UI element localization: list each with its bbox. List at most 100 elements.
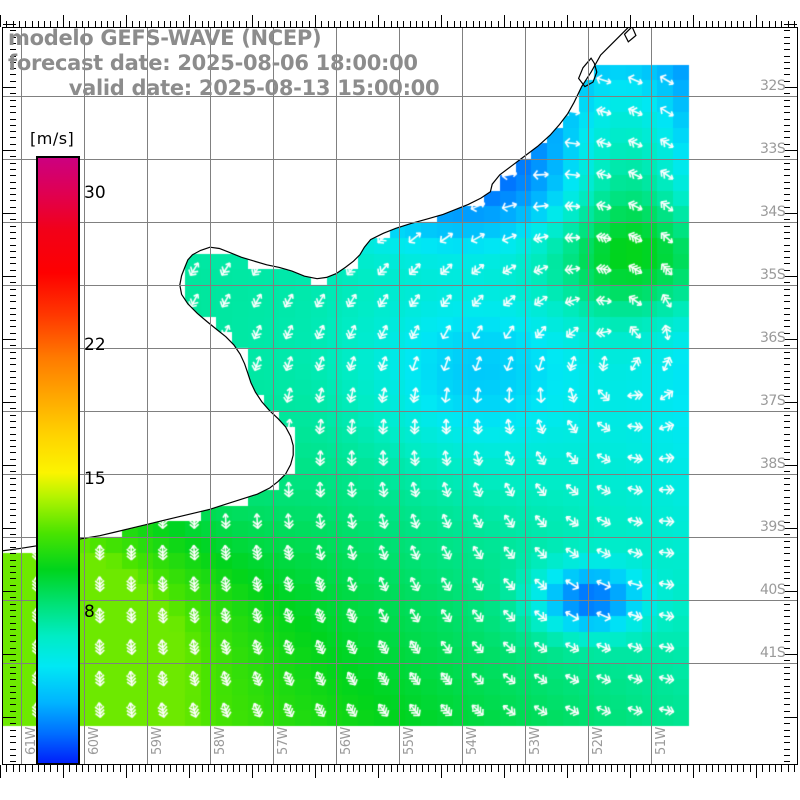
gridline-lon-55W: [399, 28, 400, 764]
axis-tick: [10, 257, 16, 259]
axis-tick: [132, 765, 134, 772]
axis-tick: [611, 765, 613, 772]
axis-tick: [784, 24, 797, 25]
axis-tick: [321, 21, 323, 27]
axis-tick: [636, 21, 638, 27]
axis-tick: [784, 685, 790, 687]
map-plot-frame: [2, 27, 798, 765]
axis-tick: [10, 754, 16, 756]
axis-tick: [75, 765, 77, 772]
top-margin: [0, 0, 800, 14]
title-model-line: modelo GEFS-WAVE (NCEP): [8, 26, 322, 50]
gridline-lon-54W: [462, 28, 463, 764]
axis-tick: [31, 765, 33, 772]
gridline-lat-35S: [3, 285, 797, 286]
axis-tick: [10, 471, 16, 473]
axis-tick: [289, 21, 291, 27]
axis-tick: [762, 21, 764, 27]
axis-tick: [598, 765, 600, 772]
axis-tick: [277, 765, 279, 772]
axis-tick: [554, 765, 556, 772]
axis-tick: [784, 483, 790, 485]
axis-tick: [182, 765, 184, 772]
axis-tick: [784, 194, 790, 196]
axis-tick: [730, 21, 732, 27]
axis-tick: [176, 21, 178, 27]
axis-tick: [784, 729, 790, 731]
axis-tick: [94, 765, 96, 772]
colorbar-gradient: [36, 156, 80, 765]
lon-label-56W: 56W: [339, 727, 354, 755]
axis-tick: [784, 735, 790, 737]
axis-tick: [784, 622, 790, 624]
axis-tick: [472, 21, 474, 27]
axis-tick: [3, 654, 16, 655]
axis-tick: [10, 729, 16, 731]
gridline-lat-41S: [3, 663, 797, 664]
axis-tick: [352, 765, 354, 772]
axis-tick: [138, 21, 140, 27]
axis-tick: [10, 68, 16, 70]
gridline-lon-56W: [336, 28, 337, 764]
axis-tick: [359, 21, 361, 27]
axis-tick: [10, 427, 16, 429]
axis-tick: [784, 124, 790, 126]
axis-tick: [655, 765, 657, 772]
axis-tick: [623, 765, 625, 772]
axis-tick: [784, 168, 790, 170]
axis-tick: [784, 269, 790, 271]
axis-tick: [784, 74, 790, 76]
axis-tick: [10, 483, 16, 485]
axis-tick: [10, 320, 16, 322]
axis-tick: [541, 765, 543, 772]
axis-tick: [784, 143, 790, 145]
axis-tick: [346, 21, 348, 27]
axis-tick: [784, 30, 790, 32]
axis-tick: [10, 206, 16, 208]
axis-tick: [10, 168, 16, 170]
axis-tick: [195, 21, 197, 27]
lat-label-35S: 35S: [760, 267, 786, 283]
axis-tick: [365, 765, 367, 772]
axis-tick: [378, 15, 379, 27]
axis-tick: [10, 559, 16, 561]
axis-tick: [648, 765, 650, 772]
axis-tick: [289, 765, 291, 772]
axis-tick: [3, 717, 16, 718]
axis-tick: [10, 395, 16, 397]
axis-tick: [10, 616, 16, 618]
axis-tick: [504, 15, 505, 27]
axis-tick: [10, 496, 16, 498]
axis-tick: [573, 21, 575, 27]
axis-tick: [44, 21, 46, 27]
axis-tick: [784, 666, 790, 668]
gridline-lat-34S: [3, 222, 797, 223]
axis-tick: [784, 213, 797, 214]
right-axis-ticks: [784, 24, 798, 765]
axis-tick: [497, 765, 499, 772]
axis-tick: [333, 21, 335, 27]
axis-tick: [447, 21, 449, 27]
axis-tick: [10, 446, 16, 448]
axis-tick: [207, 765, 209, 772]
axis-tick: [10, 546, 16, 548]
axis-tick: [10, 181, 16, 183]
axis-tick: [10, 137, 16, 139]
axis-tick: [3, 465, 16, 466]
axis-tick: [10, 194, 16, 196]
axis-tick: [10, 477, 16, 479]
axis-tick: [784, 395, 790, 397]
axis-tick: [100, 21, 102, 27]
axis-tick: [352, 21, 354, 27]
axis-tick: [277, 21, 279, 27]
axis-tick: [784, 131, 790, 133]
axis-tick: [81, 21, 83, 27]
axis-tick: [516, 765, 518, 772]
axis-tick: [10, 742, 16, 744]
axis-tick: [784, 609, 790, 611]
axis-tick: [69, 21, 71, 27]
axis-tick: [705, 21, 707, 27]
axis-tick: [10, 143, 16, 145]
axis-tick: [535, 21, 537, 27]
